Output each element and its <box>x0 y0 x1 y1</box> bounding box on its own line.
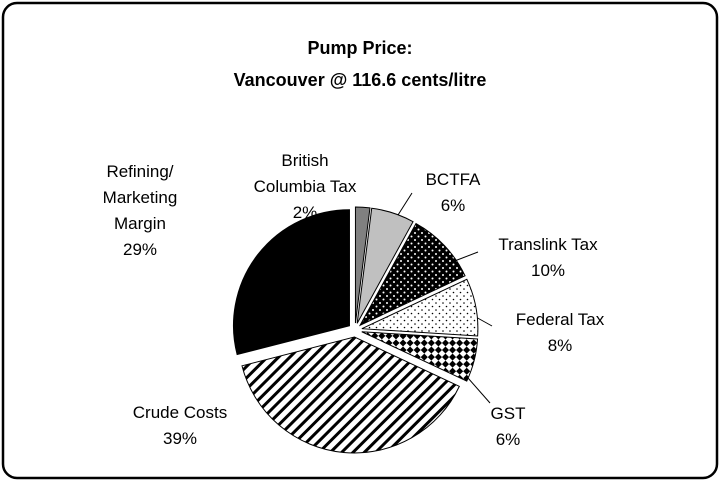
value-label: 2% <box>292 203 318 222</box>
category-label: BCTFA <box>425 170 481 189</box>
category-label: British Columbia Tax <box>253 151 357 196</box>
category-label: Federal Tax <box>515 310 605 329</box>
slice-label: GST 6% <box>458 401 558 453</box>
value-label: 29% <box>122 240 158 259</box>
pie-slice <box>354 206 371 324</box>
category-label: Crude Costs <box>132 403 228 422</box>
slice-label: BCTFA 6% <box>393 167 513 219</box>
slice-label: British Columbia Tax 2% <box>246 148 364 226</box>
leader-lines <box>397 192 493 404</box>
value-label: 6% <box>495 430 521 449</box>
category-label: GST <box>490 404 526 423</box>
leader-line <box>397 192 413 216</box>
category-label: Translink Tax <box>498 235 598 254</box>
pie-slice <box>361 278 479 337</box>
pie-slice <box>361 331 479 382</box>
chart-title: Vancouver @ 116.6 cents/litre <box>233 70 487 90</box>
pie-slice <box>241 336 460 454</box>
value-label: 6% <box>440 196 466 215</box>
slice-label: Federal Tax 8% <box>480 307 640 359</box>
value-label: 8% <box>547 336 573 355</box>
slice-label: Crude Costs 39% <box>100 400 260 452</box>
slice-label: Translink Tax 10% <box>468 232 628 284</box>
leader-line <box>467 377 491 404</box>
pie-slice <box>358 222 466 327</box>
chart-title: Pump Price: <box>307 38 413 58</box>
pie-slice <box>233 209 350 356</box>
value-label: 39% <box>162 429 198 448</box>
category-label: Refining/ Marketing Margin <box>102 162 178 233</box>
pie-slice <box>356 207 414 324</box>
slice-label: Refining/ Marketing Margin 29% <box>85 159 195 263</box>
value-label: 10% <box>530 261 566 280</box>
